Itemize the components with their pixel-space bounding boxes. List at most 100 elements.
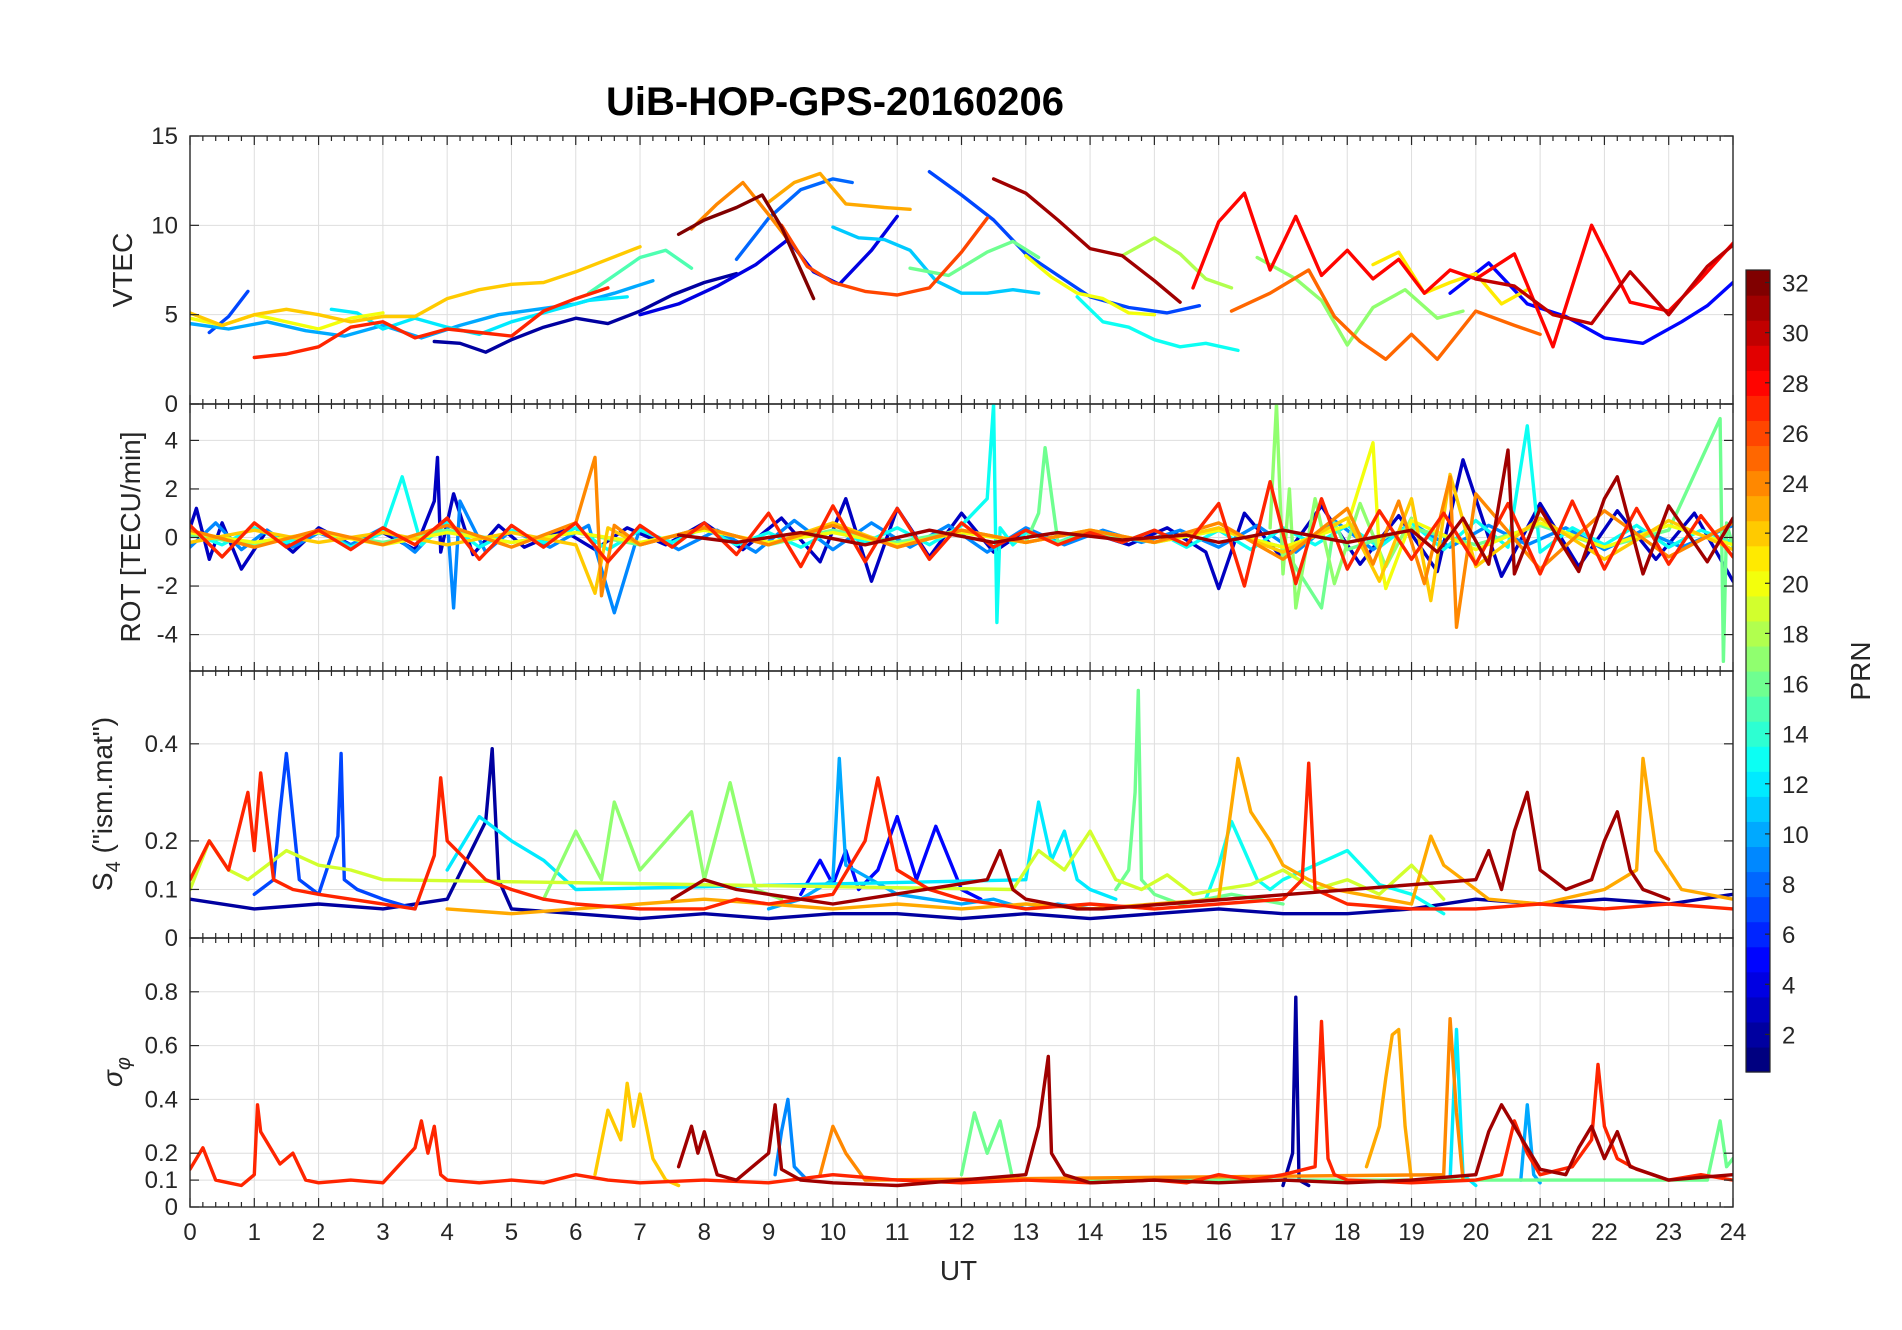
x-tick-label: 5 — [505, 1219, 518, 1246]
colorbar-label: PRN — [1845, 641, 1876, 700]
x-tick-label: 14 — [1077, 1219, 1104, 1246]
colorbar-tick-label: 26 — [1782, 421, 1809, 448]
x-tick-label: 8 — [698, 1219, 711, 1246]
trace-prn-26 — [779, 216, 989, 297]
colorbar-cell — [1746, 395, 1770, 421]
colorbar-cell — [1746, 1046, 1770, 1073]
x-tick-label: 15 — [1141, 1219, 1168, 1246]
colorbar-tick-label: 28 — [1782, 371, 1809, 398]
x-tick-label: 23 — [1655, 1219, 1682, 1246]
y-tick-label: 0.2 — [145, 828, 178, 855]
y-tick-label: 10 — [151, 212, 178, 239]
colorbar-cell — [1746, 645, 1770, 672]
y-ticks: 0 5 10 15 — [151, 123, 1733, 418]
trace-prn-13 — [190, 404, 1733, 625]
traces — [190, 404, 1733, 663]
y-tick-label: 0.1 — [145, 876, 178, 903]
trace-prn-22 — [593, 1081, 681, 1188]
trace-prn-13 — [1075, 295, 1240, 353]
x-tick-label: 13 — [1012, 1219, 1039, 1246]
x-tick-label: 20 — [1462, 1219, 1489, 1246]
trace-prn-28 — [1191, 191, 1733, 349]
trace-prn-31 — [670, 790, 1671, 911]
y-tick-label: 0.6 — [145, 1033, 178, 1060]
colorbar-tick-label: 12 — [1782, 772, 1809, 799]
trace-prn-5 — [1448, 261, 1733, 345]
x-tick-label: 12 — [948, 1219, 975, 1246]
y-tick-label: 0 — [165, 1194, 178, 1221]
trace-prn-10 — [190, 279, 655, 340]
trace-prn-24 — [190, 455, 1733, 629]
colorbar-cell — [1746, 996, 1770, 1023]
trace-prn-32 — [676, 193, 816, 301]
trace-prn-25 — [1229, 268, 1542, 361]
colorbar-tick-label: 32 — [1782, 271, 1809, 298]
x-tick-label: 3 — [376, 1219, 389, 1246]
trace-prn-21 — [1371, 250, 1529, 306]
x-tick-label: 16 — [1205, 1219, 1232, 1246]
trace-prn-27 — [190, 761, 1733, 911]
y-axis-label: σφ — [97, 1057, 135, 1087]
trace-prn-20 — [1024, 254, 1157, 317]
trace-prn-5 — [799, 814, 983, 901]
traces — [190, 170, 1733, 361]
colorbar-cell — [1746, 345, 1770, 371]
trace-prn-31 — [676, 1054, 1733, 1188]
trace-prn-7 — [927, 170, 1202, 315]
trace-prn-17 — [1255, 255, 1465, 347]
x-tick-label: 10 — [820, 1219, 847, 1246]
colorbar-tick-label: 2 — [1782, 1022, 1795, 1049]
y-axis-label: S4 ("ism.mat") — [87, 717, 125, 891]
traces — [190, 688, 1733, 921]
x-tick-label: 1 — [248, 1219, 261, 1246]
y-tick-label: 0.1 — [145, 1167, 178, 1194]
trace-prn-23 — [1364, 1027, 1414, 1182]
y-tick-label: 0.8 — [145, 979, 178, 1006]
y-tick-label: 0 — [165, 525, 178, 552]
x-tick-label: 21 — [1527, 1219, 1554, 1246]
colorbar-cell — [1746, 946, 1770, 973]
colorbar-tick-label: 24 — [1782, 471, 1809, 498]
y-tick-label: 2 — [165, 476, 178, 503]
x-tick-label: 9 — [762, 1219, 775, 1246]
colorbar-tick-label: 30 — [1782, 321, 1809, 348]
panel-3: 0 0.1 0.2 0.4 S4 ("ism.mat") — [87, 670, 1734, 952]
x-tick-label: 4 — [440, 1219, 453, 1246]
y-tick-label: 0.4 — [145, 1086, 178, 1113]
trace-prn-16 — [1114, 688, 1285, 906]
colorbar-tick-label: 18 — [1782, 621, 1809, 648]
y-tick-label: 0.4 — [145, 731, 178, 758]
trace-prn-24 — [689, 180, 790, 242]
trace-prn-15 — [586, 248, 694, 295]
trace-prn-19 — [190, 829, 1446, 901]
y-tick-label: -4 — [157, 622, 178, 649]
colorbar-tick-label: 6 — [1782, 922, 1795, 949]
colorbar-cell — [1746, 595, 1770, 622]
colorbar-tick-label: 8 — [1782, 872, 1795, 899]
x-tick-label: 24 — [1720, 1219, 1747, 1246]
y-tick-label: -2 — [157, 573, 178, 600]
colorbar-cell — [1746, 295, 1770, 321]
trace-prn-24 — [818, 1017, 1465, 1182]
chart-title: UiB-HOP-GPS-20160206 — [606, 80, 1064, 124]
trace-prn-31 — [991, 177, 1182, 304]
x-axis-label: UT — [940, 1255, 977, 1286]
trace-prn-23 — [766, 171, 912, 211]
y-tick-label: 5 — [165, 302, 178, 329]
colorbar-tick-label: 22 — [1782, 521, 1809, 548]
trace-prn-30 — [1474, 243, 1733, 326]
colorbar-cell — [1746, 746, 1770, 772]
trace-prn-12 — [445, 800, 1118, 901]
x-ticks — [189, 938, 1734, 1207]
trace-prn-27 — [190, 1019, 1733, 1188]
x-tick-label: 7 — [633, 1219, 646, 1246]
x-tick-label: 11 — [885, 1219, 910, 1246]
colorbar-tick-label: 16 — [1782, 672, 1809, 699]
y-ticks: 0 0.1 0.2 0.4 — [145, 731, 1733, 952]
y-axis-label: ROT [TECU/min] — [115, 431, 146, 642]
trace-prn-18 — [1120, 236, 1234, 290]
